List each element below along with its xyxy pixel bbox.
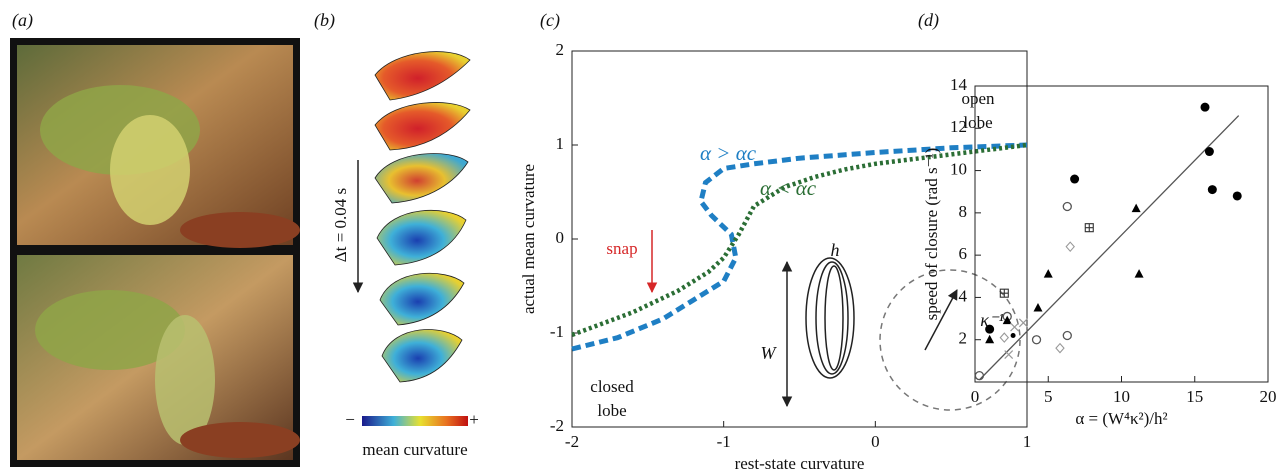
y-tick-label: 8 xyxy=(959,202,968,221)
colorbar-label: mean curvature xyxy=(362,440,467,459)
x-tick-label: 0 xyxy=(971,387,980,406)
point xyxy=(1043,269,1053,278)
point xyxy=(985,324,995,334)
point xyxy=(1010,332,1016,338)
point xyxy=(1010,322,1019,332)
point xyxy=(1002,315,1012,325)
point xyxy=(1033,303,1043,312)
y-tick-label: -1 xyxy=(550,322,564,341)
y-tick-label: 4 xyxy=(959,286,968,305)
colorbar-max: + xyxy=(469,410,479,429)
inset xyxy=(781,257,1021,411)
x-tick-label: 5 xyxy=(1044,387,1053,406)
y-tick-label: 1 xyxy=(556,134,565,153)
annotation: lobe xyxy=(597,401,626,420)
time-step: Δt = 0.04 s xyxy=(331,188,350,262)
point xyxy=(1200,102,1210,112)
annotation: W xyxy=(761,343,778,363)
x-tick-label: -1 xyxy=(717,432,731,451)
x-tick-label: 1 xyxy=(1023,432,1032,451)
y-tick-label: 14 xyxy=(950,75,968,94)
fit-line xyxy=(978,115,1240,381)
x-tick-label: 10 xyxy=(1113,387,1130,406)
point xyxy=(1062,330,1072,341)
panel-label: (c) xyxy=(540,10,560,31)
point xyxy=(1084,223,1094,233)
x-axis-label: rest-state curvature xyxy=(735,454,865,473)
panel-label: (a) xyxy=(12,10,33,31)
y-tick-label: -2 xyxy=(550,416,564,435)
y-axis-label: speed of closure (rad s⁻¹) xyxy=(922,148,941,321)
point xyxy=(1031,335,1042,345)
annotation: lobe xyxy=(963,113,992,132)
panel-label: (d) xyxy=(918,10,939,31)
point xyxy=(1207,185,1217,195)
series-label: α < αc xyxy=(760,176,817,200)
panel-label: (b) xyxy=(314,10,335,31)
y-tick-label: 2 xyxy=(556,40,565,59)
y-tick-label: 10 xyxy=(950,159,967,178)
colorbar xyxy=(362,416,468,426)
y-axis-label: actual mean curvature xyxy=(519,164,538,314)
x-tick-label: 15 xyxy=(1186,387,1203,406)
annotation: open xyxy=(961,89,995,108)
x-axis-label: α = (W⁴κ²)/h² xyxy=(1075,409,1167,428)
point xyxy=(999,288,1009,298)
point xyxy=(1062,201,1072,212)
series-label: α > αc xyxy=(700,141,757,165)
point xyxy=(1070,174,1080,184)
curve xyxy=(571,142,1028,352)
annotation: κ⁻¹ xyxy=(980,310,1004,330)
point xyxy=(1065,241,1075,253)
y-tick-label: 6 xyxy=(959,244,968,263)
photo-panel xyxy=(10,38,300,467)
point xyxy=(1204,147,1214,157)
point xyxy=(985,334,995,344)
x-tick-label: 20 xyxy=(1260,387,1277,406)
annotation: h xyxy=(831,240,840,260)
y-tick-label: 12 xyxy=(950,117,967,136)
point xyxy=(999,332,1010,343)
annotation: closed xyxy=(590,377,634,396)
point xyxy=(1055,342,1065,354)
curve xyxy=(571,142,1028,338)
point xyxy=(1018,318,1028,328)
x-tick-label: 0 xyxy=(871,432,880,451)
leaf-sequence xyxy=(374,51,471,383)
point xyxy=(974,371,985,381)
y-tick-label: 0 xyxy=(556,228,565,247)
plot-frame xyxy=(571,50,1028,428)
colorbar-min: − xyxy=(345,410,355,429)
annotation: snap xyxy=(606,239,637,258)
point xyxy=(1134,269,1144,278)
point xyxy=(1004,350,1014,359)
point xyxy=(1232,191,1242,201)
y-tick-label: 2 xyxy=(959,329,968,348)
x-tick-label: -2 xyxy=(565,432,579,451)
point xyxy=(1131,203,1141,213)
